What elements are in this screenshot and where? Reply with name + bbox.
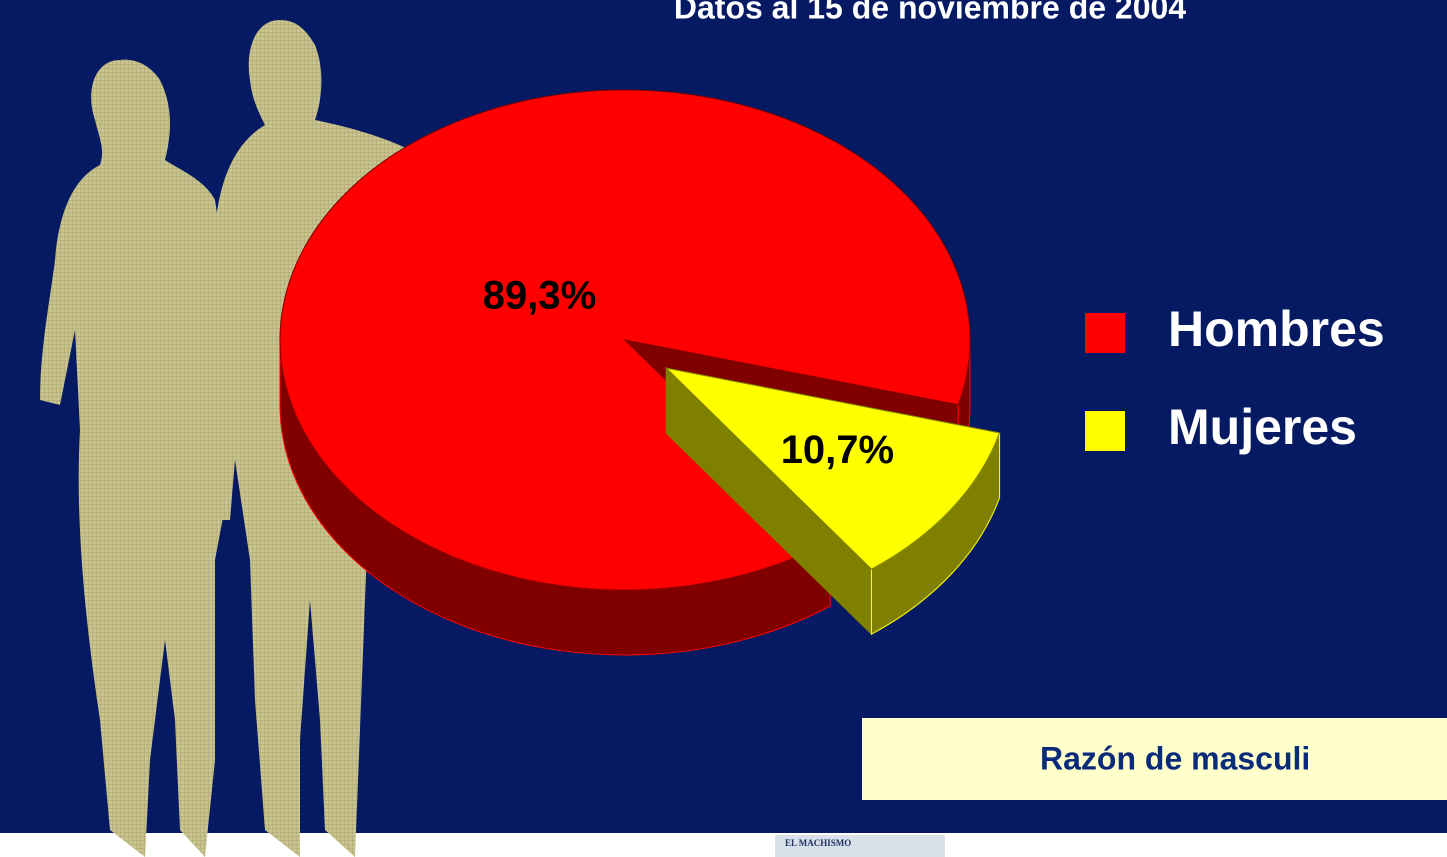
- annotation: Razón de masculi: [1040, 740, 1310, 776]
- data-label: 89,3%: [483, 273, 596, 317]
- legend-label: Hombres: [1168, 301, 1385, 357]
- legend-swatch: [1085, 411, 1125, 451]
- legend-swatch: [1085, 313, 1125, 353]
- logo-text: EL MACHISMO: [785, 838, 851, 848]
- legend-label: Mujeres: [1168, 399, 1357, 455]
- slide: Datos al 15 de noviembre de 2004 89,3% 10…: [0, 0, 1447, 857]
- chart-title: Datos al 15 de noviembre de 2004: [674, 0, 1186, 25]
- footer-strip: [0, 833, 1447, 857]
- page: Datos al 15 de noviembre de 2004 89,3% 10…: [0, 0, 1447, 857]
- data-label: 10,7%: [781, 428, 894, 472]
